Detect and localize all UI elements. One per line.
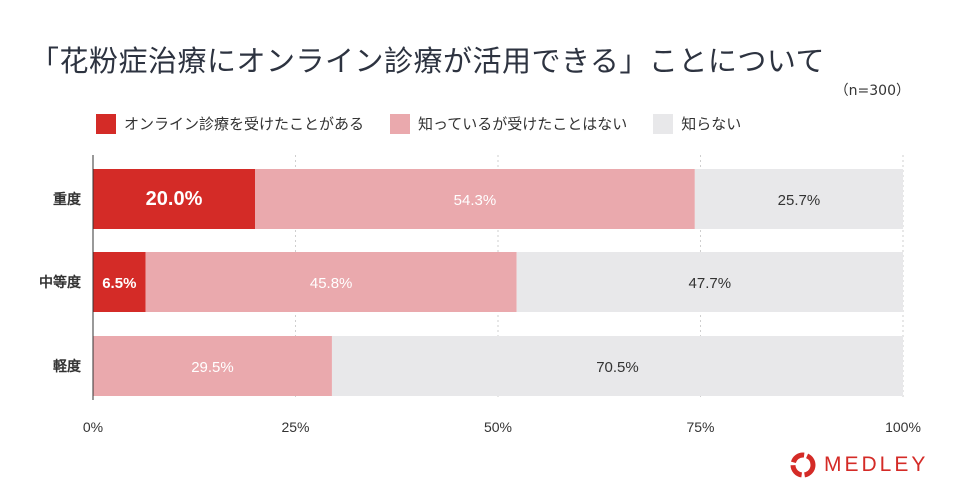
legend-label: 知らない (681, 115, 742, 133)
data-label: 6.5% (102, 275, 136, 292)
sample-size-note: （n=300） (834, 83, 910, 99)
legend-label: 知っているが受けたことはない (418, 115, 628, 133)
medley-logo-icon (790, 452, 816, 478)
chart-title: 「花粉症治療にオンライン診療が活用できる」ことについて (30, 44, 826, 78)
bar-segment (255, 169, 695, 229)
bar-segment (93, 336, 332, 396)
data-label: 47.7% (689, 275, 732, 292)
bar-segment (145, 252, 517, 312)
logo-text: MEDLEY (824, 453, 929, 476)
legend-label: オンライン診療を受けたことがある (124, 115, 365, 133)
x-tick-label: 50% (484, 419, 512, 435)
legend-item: オンライン診療を受けたことがある (96, 113, 364, 134)
data-label: 29.5% (191, 359, 234, 376)
bar-segment (331, 336, 903, 396)
x-tick-label: 75% (686, 419, 714, 435)
data-label: 25.7% (778, 192, 821, 209)
data-label: 54.3% (454, 192, 497, 209)
legend-item: 知らない (653, 113, 741, 134)
x-tick-label: 25% (281, 419, 309, 435)
x-tick-label: 0% (83, 419, 103, 435)
bar-segment (516, 252, 903, 312)
bar-segment (93, 252, 146, 312)
data-label: 70.5% (596, 359, 639, 376)
legend-item: 知っているが受けたことはない (390, 113, 627, 134)
legend-swatch (96, 113, 116, 134)
bar-segment (694, 169, 903, 229)
legend-swatch (390, 113, 411, 134)
data-label: 20.0% (146, 188, 203, 210)
category-label: 中等度 (39, 274, 82, 291)
x-tick-label: 100% (885, 419, 921, 435)
category-label: 重度 (53, 191, 82, 208)
medley-logo: MEDLEY (790, 452, 928, 478)
legend-swatch (653, 113, 674, 134)
category-label: 軽度 (53, 358, 82, 375)
data-label: 45.8% (310, 275, 353, 292)
bar-segment (93, 169, 255, 229)
legend: オンライン診療を受けたことがある 知っているが受けたことはない 知らない (96, 113, 741, 134)
